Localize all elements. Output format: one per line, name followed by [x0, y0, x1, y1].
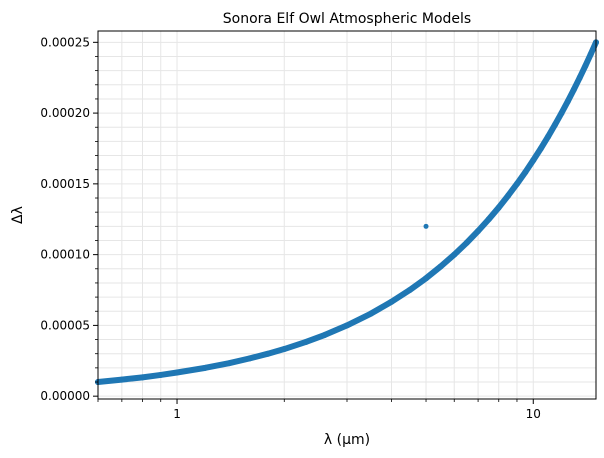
data-point	[321, 331, 328, 338]
data-point	[545, 133, 552, 140]
chart-title: Sonora Elf Owl Atmospheric Models	[223, 11, 471, 27]
data-point	[174, 369, 181, 376]
data-point	[226, 360, 233, 367]
data-point	[582, 62, 589, 69]
y-tick-label: 0.00000	[40, 389, 90, 403]
data-point	[463, 239, 470, 246]
data-point	[522, 169, 529, 176]
axis-ticks: 1 10 0.00000 0.00005 0.00010 0.00015 0.00020 0.…	[40, 35, 541, 421]
data-point	[281, 346, 288, 353]
x-tick-label: 10	[526, 407, 541, 421]
data-point	[367, 310, 374, 317]
data-point	[344, 322, 350, 329]
data-point	[264, 350, 271, 357]
data-point	[475, 227, 482, 234]
y-tick-label: 0.00020	[40, 106, 90, 120]
data-point	[587, 51, 594, 58]
data-point	[246, 355, 253, 362]
outlier-point	[423, 223, 429, 229]
data-point	[157, 371, 164, 378]
y-tick-label: 0.00015	[40, 177, 90, 191]
data-point	[485, 216, 492, 223]
data-point	[388, 298, 395, 305]
grid	[97, 31, 596, 399]
y-tick-label: 0.00005	[40, 318, 90, 332]
data-point	[570, 86, 577, 93]
data-point	[451, 251, 458, 258]
y-axis-label: Δλ	[10, 206, 26, 224]
data-point	[437, 263, 444, 270]
y-tick-label: 0.00010	[40, 248, 90, 262]
data-point	[530, 157, 537, 164]
data-point	[423, 275, 430, 282]
data-point	[406, 287, 413, 294]
data-point	[551, 121, 558, 128]
data-points	[95, 39, 599, 386]
data-point	[537, 145, 544, 152]
data-point	[505, 192, 512, 199]
data-point	[118, 376, 125, 383]
y-tick-label: 0.00025	[40, 35, 90, 49]
data-point	[495, 204, 502, 211]
data-point	[558, 110, 565, 117]
data-point	[202, 364, 209, 371]
data-point	[513, 180, 520, 187]
data-point	[139, 374, 146, 381]
data-point	[564, 98, 571, 105]
data-point	[302, 338, 309, 345]
x-axis-label: λ (μm)	[324, 432, 370, 448]
data-point	[576, 74, 583, 81]
x-tick-label: 1	[173, 407, 181, 421]
